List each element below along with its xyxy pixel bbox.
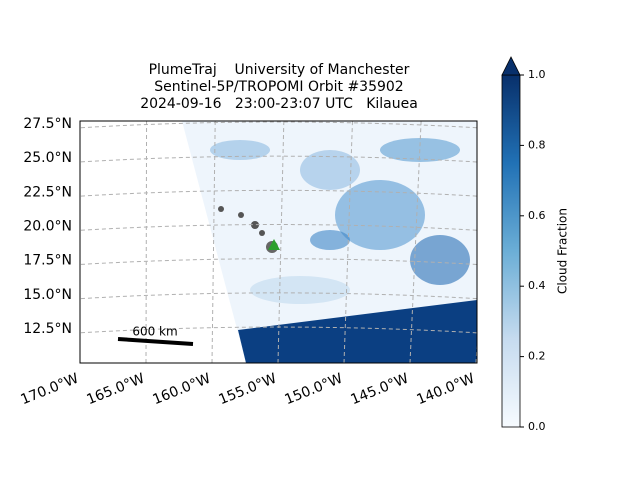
lat-grid-line	[80, 258, 477, 265]
lon-label: 150.0°W	[283, 371, 346, 409]
colorbar-tick-label: 0.2	[528, 350, 546, 363]
lon-label: 140.0°W	[415, 371, 478, 409]
title-line: Sentinel-5P/TROPOMI Orbit #35902	[154, 79, 403, 95]
colorbar-label: Cloud Fraction	[556, 208, 570, 294]
lon-grid-line	[475, 336, 477, 363]
lon-grid-line	[145, 121, 148, 363]
title-line: 2024-09-16 23:00-23:07 UTC Kilauea	[140, 96, 418, 112]
lon-label: 145.0°W	[349, 371, 412, 409]
colorbar-tick-label: 0.4	[528, 279, 546, 292]
lat-label: 27.5°N	[23, 116, 72, 132]
colorbar	[501, 74, 521, 428]
lon-label: 155.0°W	[217, 371, 280, 409]
lat-grid-line	[80, 155, 477, 163]
lat-label: 15.0°N	[23, 287, 72, 303]
lat-label: 17.5°N	[23, 253, 72, 269]
lon-grid-line	[409, 121, 422, 363]
title-line: PlumeTraj University of Manchester	[149, 62, 410, 78]
colorbar-tick-label: 1.0	[528, 68, 546, 81]
lat-grid-line	[80, 292, 477, 300]
colorbar-tick-label: 0.8	[528, 138, 546, 151]
lat-label: 20.0°N	[23, 219, 72, 235]
lon-grid-line	[277, 121, 285, 363]
lat-grid-line	[80, 224, 477, 231]
colorbar-tick-label: 0.6	[528, 209, 546, 222]
lon-label: 165.0°W	[85, 371, 148, 409]
volcano-marker	[268, 239, 280, 250]
lat-label: 22.5°N	[23, 184, 72, 200]
map-frame	[79, 120, 478, 364]
satellite-swath	[182, 121, 477, 363]
lat-grid-line	[80, 189, 477, 197]
lat-grid-line	[80, 121, 477, 129]
lat-label: 12.5°N	[23, 321, 72, 337]
scale-bar-label: 600 km	[132, 325, 177, 339]
lat-label: 25.0°N	[23, 150, 72, 166]
lat-grid-line	[80, 326, 477, 334]
colorbar-extension	[501, 56, 521, 76]
lon-label: 160.0°W	[151, 371, 214, 409]
lon-grid-line	[211, 121, 216, 363]
lon-label: 170.0°W	[19, 371, 82, 409]
scale-bar	[117, 337, 194, 346]
colorbar-tick-label: 0.0	[528, 420, 546, 433]
lon-grid-line	[343, 121, 353, 363]
